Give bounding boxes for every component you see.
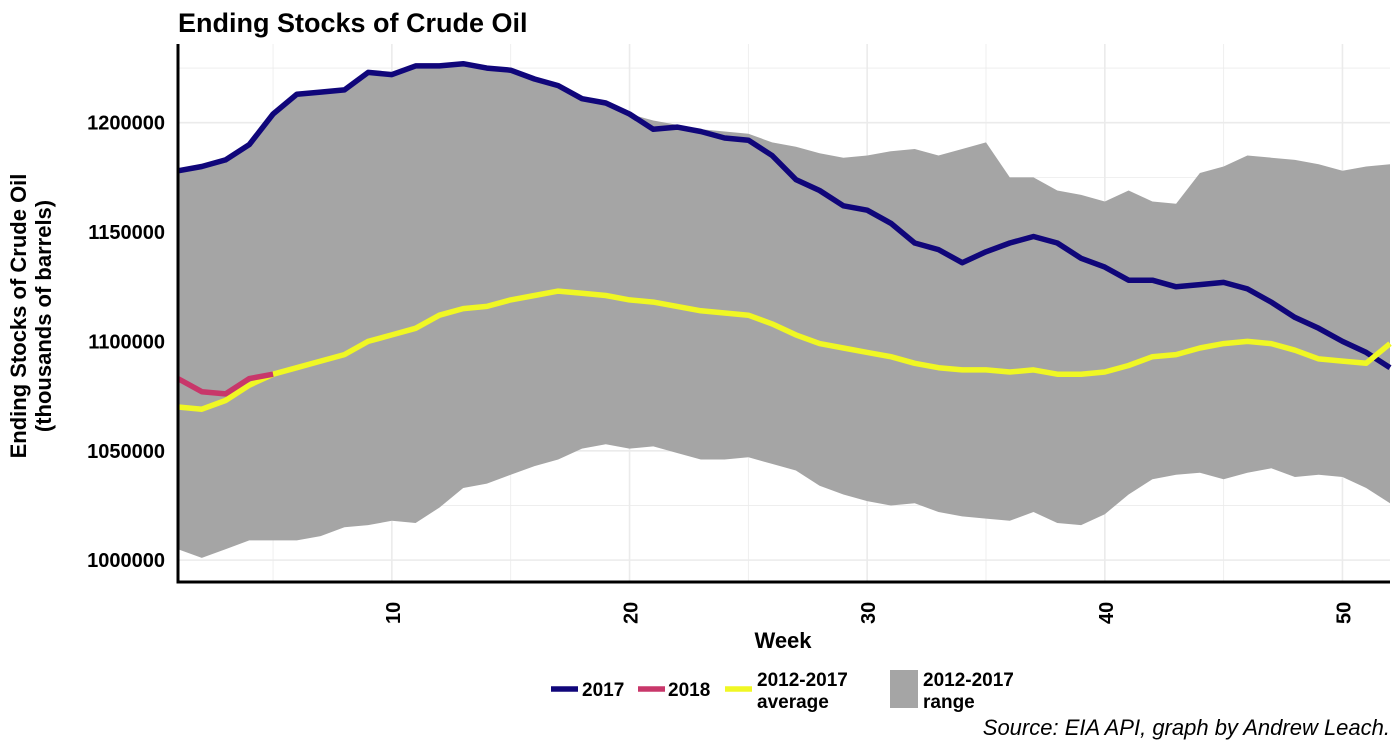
x-axis-title: Week	[754, 628, 812, 653]
y-tick-label: 1150000	[88, 222, 165, 244]
legend-label: average	[757, 692, 829, 713]
range-band-layer	[178, 63, 1390, 558]
x-tick-label: 40	[1096, 602, 1118, 624]
series-average-line	[177, 288, 1392, 412]
legend-label: 2018	[668, 680, 710, 701]
series-2017-line	[177, 60, 1392, 371]
tick-labels: 1000000 1050000 1100000 1150000 1200000 10 20 3…	[87, 113, 1355, 624]
y-tick-label: 1200000	[87, 113, 165, 135]
legend-label: 2012-2017	[923, 670, 1014, 691]
legend-label: 2017	[582, 680, 624, 701]
y-tick-label: 1000000	[87, 550, 165, 572]
series-2018-line	[176, 371, 274, 397]
axes	[176, 44, 1390, 584]
legend-key-range	[890, 670, 918, 708]
x-tick-label: 30	[858, 602, 880, 624]
chart-title: Ending Stocks of Crude Oil	[178, 8, 528, 38]
x-tick-label: 50	[1334, 602, 1356, 624]
series-layer	[176, 60, 1392, 412]
y-axis-title-line-2: (thousands of barrels)	[31, 200, 56, 432]
y-tick-label: 1050000	[87, 441, 165, 463]
y-axis-title-line-1: Ending Stocks of Crude Oil	[6, 174, 31, 459]
x-tick-label: 10	[383, 602, 405, 624]
y-tick-label: 1100000	[88, 331, 165, 353]
legend-label: 2012-2017	[757, 670, 848, 691]
range-band	[178, 63, 1390, 558]
legend-label: range	[923, 692, 975, 713]
caption: Source: EIA API, graph by Andrew Leach.	[983, 715, 1390, 740]
x-tick-label: 20	[621, 602, 643, 624]
